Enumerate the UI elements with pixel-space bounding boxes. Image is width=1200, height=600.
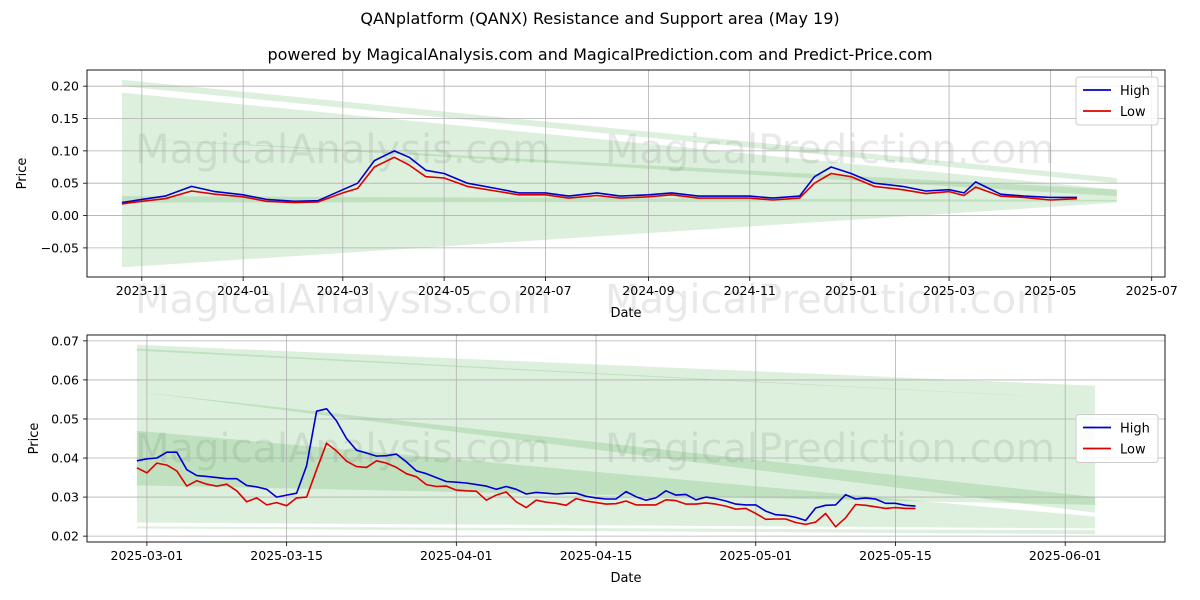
support-resistance-band [136,391,1096,505]
legend-label-high: High [1120,84,1150,99]
x-tick-label: 2024-07 [519,283,571,298]
y-tick-label: 0.00 [51,208,79,223]
watermark: MagicalPrediction.com [605,426,1055,472]
y-tick-label: 0.03 [51,490,79,505]
x-tick-label: 2023-11 [116,283,168,298]
x-tick-label: 2025-05-15 [859,548,932,563]
chart-panel-1: 2023-11 2024-01 2024-03 2024-05 2024-07 2024-… [15,69,1178,321]
y-axis-label: Price [27,423,42,455]
series-line-high [136,407,916,522]
x-tick-label: 2025-03-15 [250,548,323,563]
series-line-high [121,150,1077,204]
legend-label-low: Low [1120,443,1146,458]
y-tick-label: 0.10 [51,143,79,158]
x-tick-label: 2025-04-15 [560,548,633,563]
y-tick-label: −0.05 [41,240,79,255]
legend-label-low: Low [1120,105,1146,120]
y-axis-label: Price [15,158,30,190]
plot-frame [86,334,1166,543]
x-tick-label: 2025-01 [825,283,877,298]
x-tick-label: 2024-01 [217,283,269,298]
chart-title: QANplatform (QANX) Resistance and Suppor… [360,9,840,28]
legend: High Low [1075,414,1159,463]
y-tick-label: 0.20 [51,79,79,94]
support-resistance-band [121,137,1117,203]
plot-frame [86,69,1166,278]
x-axis-label: Date [610,571,641,586]
series-line-low [121,156,1078,205]
chart-panel-2: 2025-03-01 2025-03-15 2025-04-01 2025-04-15… [27,333,1166,586]
x-tick-label: 2025-03-01 [111,548,184,563]
legend-label-high: High [1120,422,1150,437]
y-tick-label: 0.04 [51,451,79,466]
support-resistance-band [121,79,1117,184]
y-tick-label: 0.06 [51,372,79,387]
watermark: MagicalPrediction.com [605,277,1055,323]
x-tick-label: 2025-06-01 [1029,548,1102,563]
support-resistance-band [121,196,1117,268]
legend: High Low [1075,76,1159,126]
x-tick-label: 2024-11 [724,283,776,298]
x-tick-label: 2025-05-01 [719,548,792,563]
support-resistance-band [136,344,1096,400]
x-tick-label: 2025-04-01 [420,548,493,563]
watermark: MagicalAnalysis.com [135,277,551,323]
series-line-low [136,442,916,528]
support-resistance-band [136,348,1096,513]
y-tick-label: 0.07 [51,333,79,348]
watermark: MagicalPrediction.com [605,127,1055,173]
x-tick-label: 2024-05 [418,283,470,298]
x-tick-label: 2024-09 [622,283,674,298]
chart-subtitle: powered by MagicalAnalysis.com and Magic… [267,45,933,64]
y-tick-label: 0.05 [51,176,79,191]
y-tick-label: 0.02 [51,529,79,544]
x-tick-label: 2025-03 [923,283,975,298]
y-tick-label: 0.15 [51,111,79,126]
x-tick-label: 2025-07 [1126,283,1178,298]
x-axis-label: Date [610,306,641,321]
x-tick-label: 2025-05 [1024,283,1076,298]
legend-box [1075,414,1159,463]
support-resistance-band [136,526,1096,535]
x-tick-label: 2024-03 [317,283,369,298]
legend-box [1075,76,1159,126]
y-tick-label: 0.05 [51,411,79,426]
